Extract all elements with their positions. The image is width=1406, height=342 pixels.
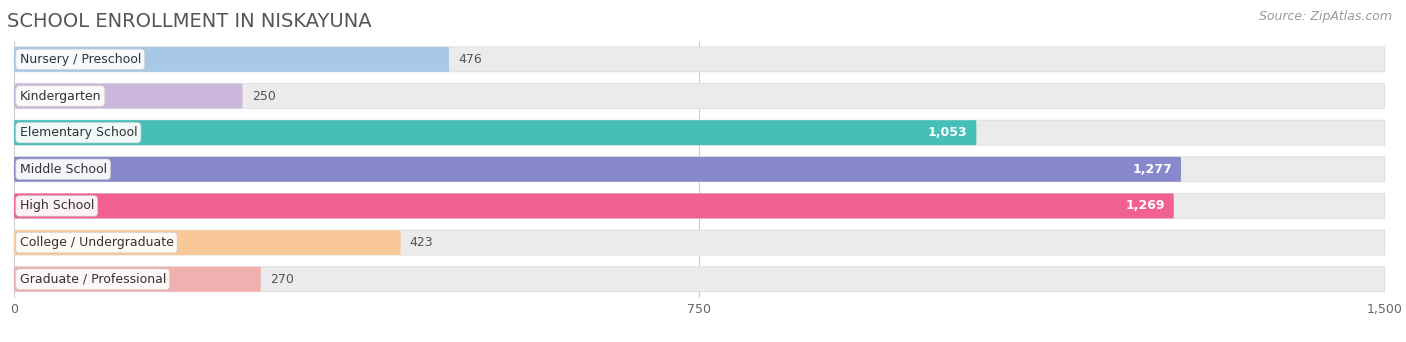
FancyBboxPatch shape xyxy=(14,83,1385,108)
Text: Middle School: Middle School xyxy=(20,163,107,176)
Text: 270: 270 xyxy=(270,273,294,286)
Text: Kindergarten: Kindergarten xyxy=(20,90,101,103)
FancyBboxPatch shape xyxy=(14,120,976,145)
Text: 1,269: 1,269 xyxy=(1125,199,1164,212)
Text: College / Undergraduate: College / Undergraduate xyxy=(20,236,173,249)
Text: SCHOOL ENROLLMENT IN NISKAYUNA: SCHOOL ENROLLMENT IN NISKAYUNA xyxy=(7,12,371,31)
Text: Elementary School: Elementary School xyxy=(20,126,138,139)
Text: 1,053: 1,053 xyxy=(928,126,967,139)
FancyBboxPatch shape xyxy=(14,157,1181,182)
Text: Graduate / Professional: Graduate / Professional xyxy=(20,273,166,286)
Text: Nursery / Preschool: Nursery / Preschool xyxy=(20,53,141,66)
FancyBboxPatch shape xyxy=(14,47,449,72)
FancyBboxPatch shape xyxy=(14,194,1174,219)
FancyBboxPatch shape xyxy=(14,47,1385,72)
Text: High School: High School xyxy=(20,199,94,212)
FancyBboxPatch shape xyxy=(14,194,1385,219)
FancyBboxPatch shape xyxy=(14,230,1385,255)
FancyBboxPatch shape xyxy=(14,267,1385,292)
FancyBboxPatch shape xyxy=(14,267,262,292)
FancyBboxPatch shape xyxy=(14,83,243,108)
FancyBboxPatch shape xyxy=(14,157,1385,182)
Text: 250: 250 xyxy=(252,90,276,103)
FancyBboxPatch shape xyxy=(14,230,401,255)
Text: 423: 423 xyxy=(409,236,433,249)
Text: 1,277: 1,277 xyxy=(1132,163,1173,176)
FancyBboxPatch shape xyxy=(14,120,1385,145)
Text: 476: 476 xyxy=(458,53,482,66)
Text: Source: ZipAtlas.com: Source: ZipAtlas.com xyxy=(1258,10,1392,23)
